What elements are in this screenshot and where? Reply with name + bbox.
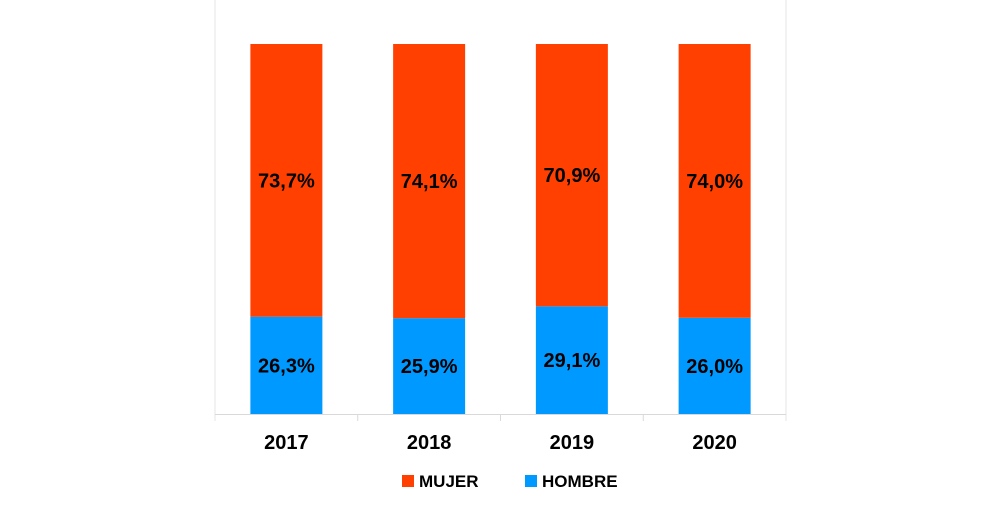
bar-hombre-2020 <box>678 317 751 414</box>
legend-label-hombre: HOMBRE <box>542 472 618 491</box>
data-label-mujer-2018: 74,1% <box>401 171 458 193</box>
x-tick-label-2017: 2017 <box>264 432 309 454</box>
legend-swatch-mujer <box>402 475 414 487</box>
bar-hombre-2019 <box>535 306 608 414</box>
x-axis-tick-labels: 2017 2018 2019 2020 <box>264 432 737 454</box>
bar-mujer-2020 <box>678 44 751 318</box>
data-label-hombre-2018: 25,9% <box>401 356 458 378</box>
data-label-hombre-2017: 26,3% <box>258 355 315 377</box>
x-tick-label-2019: 2019 <box>550 432 595 454</box>
bar-mujer-2018 <box>393 44 466 319</box>
bar-hombre-2017 <box>250 316 323 414</box>
legend-label-mujer: MUJER <box>419 472 479 491</box>
legend-swatch-hombre <box>525 475 537 487</box>
x-tick-label-2018: 2018 <box>407 432 452 454</box>
bar-mujer-2019 <box>535 44 608 307</box>
bar-hombre-2018 <box>393 318 466 414</box>
data-label-mujer-2017: 73,7% <box>258 170 315 192</box>
bar-segments <box>250 44 751 414</box>
data-label-mujer-2019: 70,9% <box>544 165 601 187</box>
plot-frame <box>214 0 787 421</box>
data-label-mujer-2020: 74,0% <box>686 171 743 193</box>
legend: MUJER HOMBRE <box>402 472 618 491</box>
data-label-hombre-2020: 26,0% <box>686 356 743 378</box>
x-tick-label-2020: 2020 <box>692 432 737 454</box>
data-label-hombre-2019: 29,1% <box>544 350 601 372</box>
bar-mujer-2017 <box>250 44 323 317</box>
data-labels: 26,3% 73,7% 25,9% 74,1% 29,1% 70,9% 26,0% 74,0% <box>258 165 743 378</box>
